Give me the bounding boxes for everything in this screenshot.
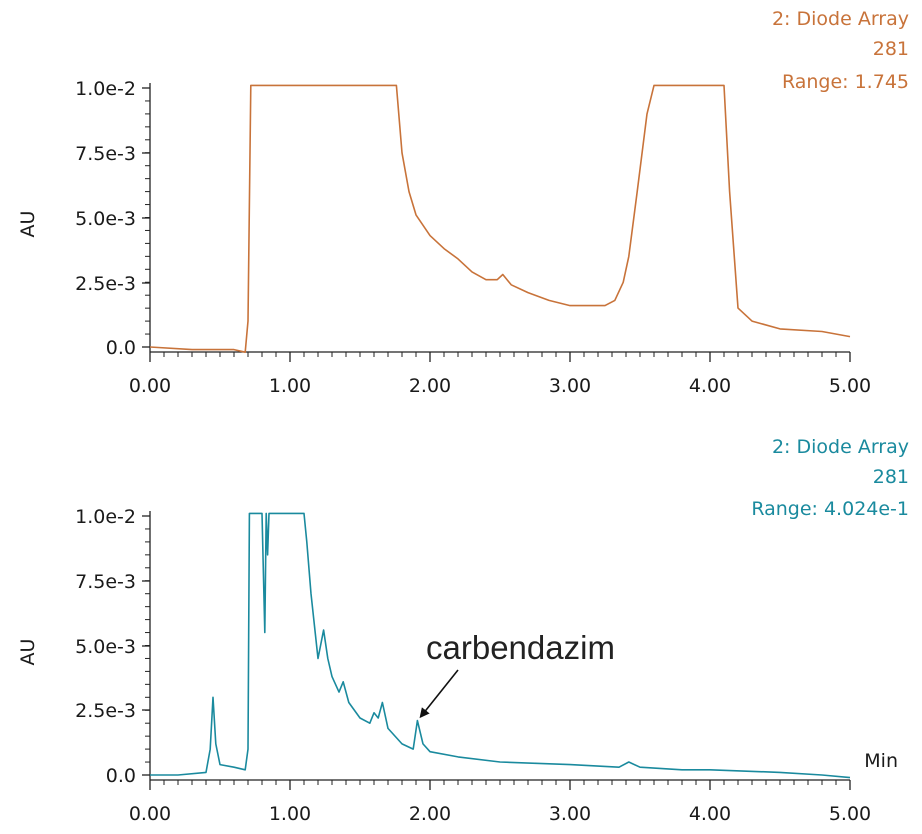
- panel-top-x-tick-label: 0.00: [129, 375, 171, 397]
- panel-top-header-line-1: 2: Diode Array: [772, 8, 909, 30]
- panel-top-y-tick-label: 2.5e-3: [75, 273, 136, 295]
- panel-bottom-x-tick-label: 2.00: [409, 803, 451, 825]
- panel-top-x-tick-label: 5.00: [829, 375, 871, 397]
- panel-bottom-x-tick-label: 0.00: [129, 803, 171, 825]
- chart-panel-top: 2: Diode Array 281 Range: 1.745 AU 0.0 2…: [17, 8, 909, 397]
- panel-bottom-y-axis-title: AU: [17, 639, 39, 666]
- panel-top-y-tick-label: 0.0: [106, 337, 136, 359]
- panel-bottom-y-tick-label: 2.5e-3: [75, 700, 136, 722]
- panel-top-y-axis-title: AU: [17, 211, 39, 238]
- panel-top-y-tick-label: 1.0e-2: [75, 78, 136, 100]
- panel-top-y-tick-label: 7.5e-3: [75, 143, 136, 165]
- x-axis-unit-label: Min: [864, 750, 898, 772]
- panel-bottom-series-line: [150, 512, 851, 779]
- carbendazim-annotation-arrow: [419, 669, 459, 719]
- chart-panel-bottom: 2: Diode Array 281 Range: 4.024e-1 AU 0.…: [17, 436, 909, 825]
- panel-top-x-tick-label: 1.00: [269, 375, 311, 397]
- panel-bottom-x-tick-label: 4.00: [689, 803, 731, 825]
- panel-bottom-y-tick-label: 5.0e-3: [75, 636, 136, 658]
- panel-bottom-header-line-3: Range: 4.024e-1: [751, 498, 909, 520]
- panel-top-y-tick-label: 5.0e-3: [75, 208, 136, 230]
- panel-bottom-x-tick-label: 3.00: [549, 803, 591, 825]
- panel-top-series-line: [149, 84, 851, 354]
- panel-bottom-y-tick-label: 7.5e-3: [75, 571, 136, 593]
- panel-bottom-x-tick-label: 5.00: [829, 803, 871, 825]
- panel-top-x-tick-label: 3.00: [549, 375, 591, 397]
- panel-top-x-tick-label: 2.00: [409, 375, 451, 397]
- carbendazim-annotation-label: carbendazim: [426, 629, 615, 666]
- panel-bottom-header-line-2: 281: [873, 466, 909, 488]
- panel-top-header-line-2: 281: [873, 38, 909, 60]
- panel-top-header-line-3: Range: 1.745: [782, 71, 909, 93]
- panel-top-x-tick-label: 4.00: [689, 375, 731, 397]
- panel-top-x-minor-ticks: [149, 352, 851, 357]
- panel-bottom-x-minor-ticks: [149, 780, 851, 785]
- panel-bottom-header-line-1: 2: Diode Array: [772, 436, 909, 458]
- panel-bottom-y-tick-label: 0.0: [106, 765, 136, 787]
- panel-bottom-x-tick-label: 1.00: [269, 803, 311, 825]
- panel-bottom-y-tick-label: 1.0e-2: [75, 506, 136, 528]
